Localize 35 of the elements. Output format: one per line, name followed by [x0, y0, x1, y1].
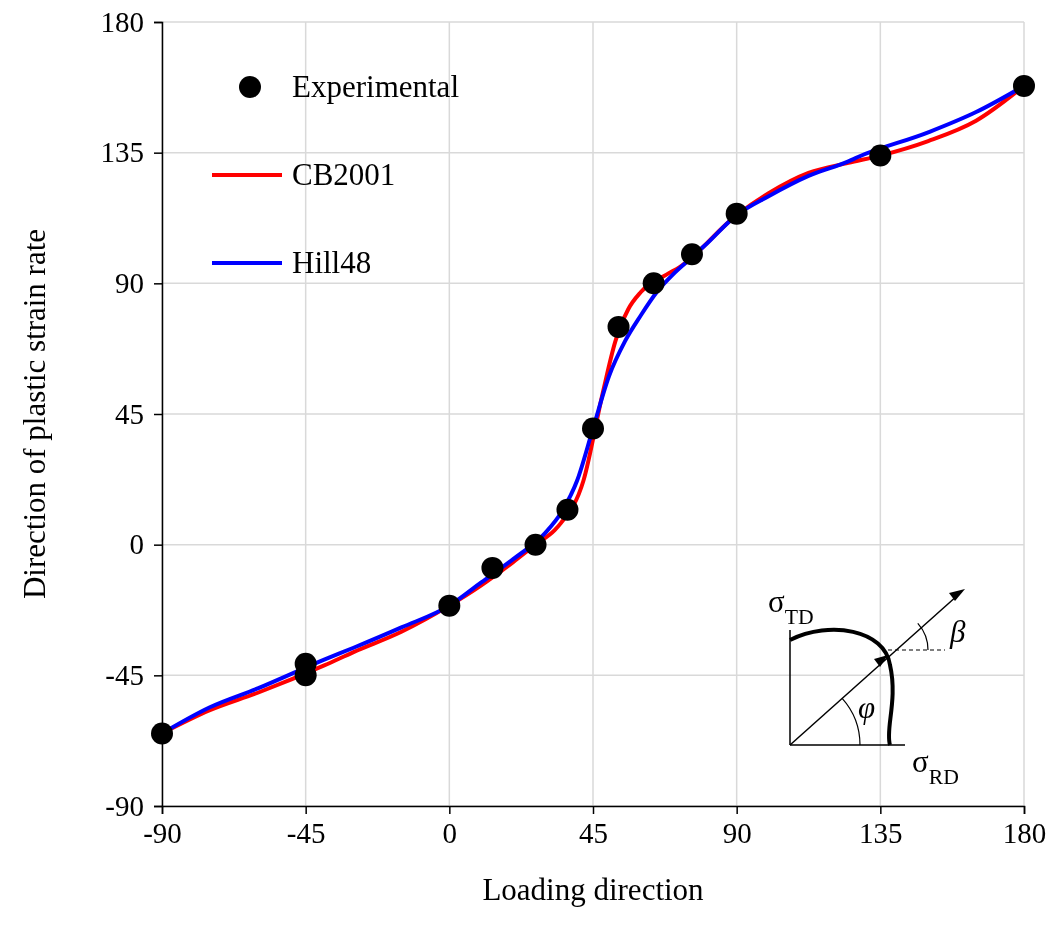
y-tick-label: -45 — [105, 659, 144, 692]
y-tick-label: 0 — [129, 528, 144, 561]
x-axis-title: Loading direction — [482, 872, 705, 907]
legend-label: Hill48 — [292, 245, 372, 280]
x-tick-label: 0 — [442, 816, 458, 849]
annotation: σ$_{TD}$ — [768, 584, 814, 629]
x-tick-label: 135 — [859, 816, 903, 849]
y-tick-label: 135 — [100, 136, 144, 169]
point — [556, 498, 579, 521]
y-tick-label: 180 — [100, 5, 144, 38]
y-tick-label: 90 — [115, 267, 144, 300]
legend-label: CB2001 — [292, 157, 396, 192]
annotation: φ — [858, 690, 876, 725]
y-tick-label: 45 — [115, 397, 144, 430]
point — [481, 556, 504, 579]
point — [607, 315, 630, 338]
point — [151, 722, 173, 745]
x-tick-label: -90 — [143, 816, 182, 849]
point — [725, 202, 748, 225]
x-tick-label: -45 — [286, 816, 326, 849]
x-tick-label: 180 — [1002, 816, 1047, 849]
legend-label: Experimental — [292, 69, 459, 104]
point — [524, 533, 547, 556]
point — [438, 594, 461, 617]
point — [1013, 74, 1035, 97]
y-axis-title: Direction of plastic strain rate — [17, 228, 52, 600]
point — [642, 272, 665, 295]
point — [869, 144, 892, 167]
annotation: σ$_{RD}$ — [912, 744, 959, 789]
x-tick-label: 45 — [579, 816, 608, 849]
x-tick-label: 90 — [722, 816, 752, 849]
point — [680, 243, 703, 266]
y-tick-label: -90 — [105, 789, 144, 822]
point — [582, 417, 604, 440]
annotation: β — [949, 614, 966, 649]
